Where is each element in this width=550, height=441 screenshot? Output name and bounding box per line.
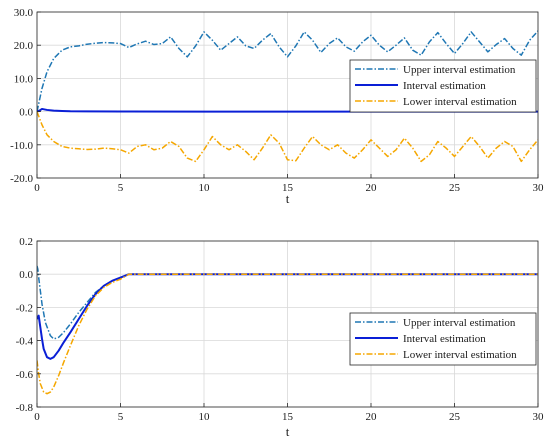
legend-entry-label: Interval estimation — [403, 80, 486, 92]
series-line-interval-estimation — [37, 107, 538, 113]
x-tick-label: 10 — [199, 182, 211, 194]
y-tick-label: -10.0 — [10, 140, 33, 152]
x-tick-label: 20 — [366, 411, 378, 423]
x-tick-label: 20 — [366, 182, 378, 194]
y-tick-label: -0.4 — [16, 336, 34, 348]
legend: Upper interval estimation Interval estima… — [349, 312, 537, 366]
x-tick-label: 25 — [449, 182, 461, 194]
x-tick-label: 25 — [449, 411, 461, 423]
x-axis-label: t — [286, 191, 290, 206]
x-tick-label: 0 — [34, 411, 40, 423]
y-tick-label: -0.8 — [16, 402, 34, 414]
legend-entry-label: Interval estimation — [403, 333, 486, 345]
legend-entry-label: Upper interval estimation — [403, 64, 516, 76]
series-line-lower-interval-estimation — [37, 273, 538, 395]
y-tick-label: 20.0 — [14, 40, 34, 52]
x-tick-label: 5 — [118, 182, 124, 194]
y-tick-label: -20.0 — [10, 173, 33, 185]
y-tick-label: 10.0 — [14, 73, 34, 85]
series-line-upper-interval-estimation — [37, 30, 538, 112]
x-tick-label: 15 — [282, 411, 294, 423]
y-tick-label: 0.0 — [19, 107, 33, 119]
legend: Upper interval estimation Interval estima… — [349, 59, 537, 113]
series-line-interval-estimation — [37, 273, 538, 360]
series-line-lower-interval-estimation — [37, 111, 538, 163]
chart-panel-2: 0 5 10 15 20 25 30 0.2 0.0 -0.2 -0.4 -0.6 -0.8 t Upper… — [16, 236, 544, 439]
y-tick-label: 0.2 — [19, 236, 33, 248]
chart-panel-1: 0 5 10 15 20 25 30 30.0 20.0 10.0 0.0 -10.0 -20.0 t Up… — [10, 7, 544, 206]
x-tick-label: 0 — [34, 182, 40, 194]
x-tick-label: 5 — [118, 411, 124, 423]
x-tick-label: 10 — [199, 411, 211, 423]
x-tick-label: 15 — [282, 182, 294, 194]
y-tick-label: -0.6 — [16, 369, 34, 381]
x-axis-label: t — [286, 424, 290, 439]
y-tick-label: -0.2 — [16, 302, 33, 314]
x-tick-label: 30 — [533, 411, 545, 423]
legend-entry-label: Lower interval estimation — [403, 349, 517, 361]
y-tick-label: 30.0 — [14, 7, 34, 19]
legend-entry-label: Upper interval estimation — [403, 317, 516, 329]
x-tick-label: 30 — [533, 182, 545, 194]
y-tick-label: 0.0 — [19, 269, 33, 281]
legend-entry-label: Lower interval estimation — [403, 96, 517, 108]
